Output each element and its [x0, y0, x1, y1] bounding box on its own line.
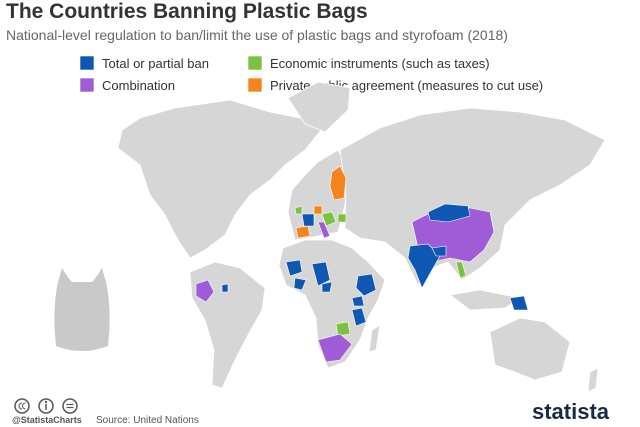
legend-swatch	[247, 77, 263, 93]
country	[317, 333, 353, 363]
legend-swatch	[79, 55, 95, 71]
country	[293, 277, 307, 291]
plastic-bag-icon	[54, 268, 110, 351]
country	[221, 283, 229, 293]
greenland	[287, 81, 351, 133]
country	[355, 273, 377, 297]
asia	[339, 107, 606, 286]
legend-swatch	[79, 77, 95, 93]
country	[427, 203, 471, 223]
source: Source: United Nations	[96, 415, 199, 426]
africa	[278, 239, 386, 369]
country	[313, 205, 323, 215]
brand: statista	[532, 399, 610, 424]
license-icons	[14, 398, 78, 414]
new-zealand	[587, 367, 599, 393]
country	[335, 321, 351, 337]
legend-label: Combination	[102, 78, 175, 93]
country	[431, 245, 447, 257]
country	[351, 295, 365, 307]
country	[295, 225, 311, 239]
country	[321, 281, 333, 293]
world-map	[54, 81, 606, 393]
country	[455, 261, 467, 279]
country	[509, 295, 529, 311]
country	[321, 211, 337, 227]
indonesia	[449, 289, 522, 311]
title: The Countries Banning Plastic Bags	[6, 0, 368, 23]
country	[337, 213, 347, 223]
country	[285, 259, 303, 277]
country	[195, 279, 215, 303]
country	[317, 221, 331, 239]
subtitle: National-level regulation to ban/limit t…	[6, 27, 508, 43]
madagascar	[368, 324, 381, 353]
country	[311, 261, 331, 287]
country	[301, 213, 315, 227]
south-america	[189, 261, 266, 389]
credit: @StatistaCharts	[12, 415, 82, 425]
legend-swatch	[247, 55, 263, 71]
legend-label: Economic instruments (such as taxes)	[270, 56, 490, 71]
australia	[489, 317, 571, 381]
country-highlights	[195, 165, 529, 363]
north-america	[117, 99, 326, 259]
country	[351, 307, 367, 327]
country	[329, 165, 347, 201]
country	[407, 243, 441, 289]
legend-label: Total or partial ban	[102, 56, 209, 71]
